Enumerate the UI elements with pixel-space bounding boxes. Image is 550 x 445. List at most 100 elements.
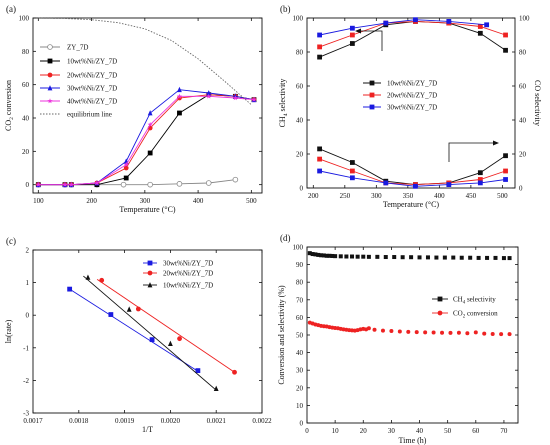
data-point [94,180,100,186]
y-tick-label-right: 100 [519,15,530,23]
data-point [123,165,129,171]
data-point [380,328,385,333]
data-point [176,181,183,187]
data-point [392,255,397,260]
panel-label: (c) [6,236,16,246]
data-point [440,330,445,335]
series-line [38,94,255,186]
data-point [400,255,405,260]
data-point [417,255,422,260]
data-point [176,93,183,99]
y-tick-label: 0 [26,181,30,189]
series-line [319,20,506,58]
data-point [375,254,380,259]
y-axis-title: CO2 conversion [4,80,15,131]
data-point [476,255,481,260]
data-point [206,90,212,96]
data-point [232,176,239,183]
data-point [503,47,508,53]
data-point [349,25,355,31]
data-point [349,41,355,46]
y-tick-label: -3 [23,410,29,418]
y-tick-label: 40 [22,115,30,123]
legend-marker [369,104,375,110]
legend-label: 30wt%Ni/ZY_7D [67,85,117,93]
data-point [501,256,506,261]
data-point [490,331,495,336]
y-tick-label: 50 [296,332,304,340]
data-point [465,331,470,336]
data-point [35,181,41,187]
data-point [177,95,182,101]
x-axis-title: Temperature (°C) [119,205,176,214]
x-tick-label: 200 [86,197,97,205]
x-axis-title: Time (h) [399,436,427,445]
fit-line [83,275,217,391]
legend-marker [147,270,153,276]
data-point [477,180,483,186]
data-point [177,336,182,342]
data-point [482,331,487,336]
data-point [493,255,498,260]
data-point [310,252,315,257]
data-point [195,368,201,374]
legend-label: 20wt%Ni/ZY_7D [387,92,437,100]
data-point [477,170,483,176]
data-point [99,277,105,283]
data-point [232,369,237,375]
x-tick-label: 50 [444,427,452,435]
x-tick-label: 300 [371,192,382,200]
y-tick-label-right: 20 [519,151,527,159]
data-point [503,32,508,38]
data-point [366,254,371,259]
legend-marker [437,310,443,316]
legend-label: 20wt%Ni/ZY_7D [67,72,117,80]
series-line [38,179,236,186]
data-point [366,326,371,331]
data-point [205,180,212,186]
legend-marker [47,72,53,78]
data-point [451,255,456,260]
data-point [313,252,318,257]
y-tick-label: 100 [293,244,304,252]
data-point [85,274,91,280]
data-point [350,254,355,259]
data-point [321,253,326,258]
data-point [147,181,153,188]
data-point [147,150,153,156]
legend-marker [147,282,153,288]
x-tick-label: 20 [360,427,368,435]
data-point [108,312,114,317]
x-axis-title: Temperature (°C) [383,200,440,209]
series-line [38,17,252,106]
y-tick-label: 60 [22,81,30,89]
plot-frame [306,246,519,424]
data-point [473,330,478,335]
legend-marker [369,92,375,98]
data-point [213,385,219,391]
x-tick-label: 70 [500,427,508,435]
legend-marker [47,58,53,64]
data-point [123,161,129,167]
legend-label: CH4 selectivity [453,296,496,306]
arrow-to-left-axis [360,30,383,51]
data-point [147,110,153,116]
y-tick-label: 0 [300,420,304,428]
data-point [434,255,439,260]
legend-label: equilibrium line [67,111,112,119]
data-point [307,251,312,256]
y-tick-label: 90 [296,261,304,269]
data-point [316,252,321,257]
y-tick-label: 10 [296,402,304,410]
data-point [446,182,452,187]
data-point [413,17,418,23]
arrowhead-right [493,140,499,146]
data-point [361,254,366,259]
y-tick-label-right: 80 [519,49,527,57]
data-point [317,146,323,152]
y-tick-label: 20 [296,384,304,392]
data-point [177,110,182,116]
data-point [330,253,335,258]
x-tick-label: 10 [332,427,340,435]
x-tick-label: 0.0019 [115,417,135,425]
